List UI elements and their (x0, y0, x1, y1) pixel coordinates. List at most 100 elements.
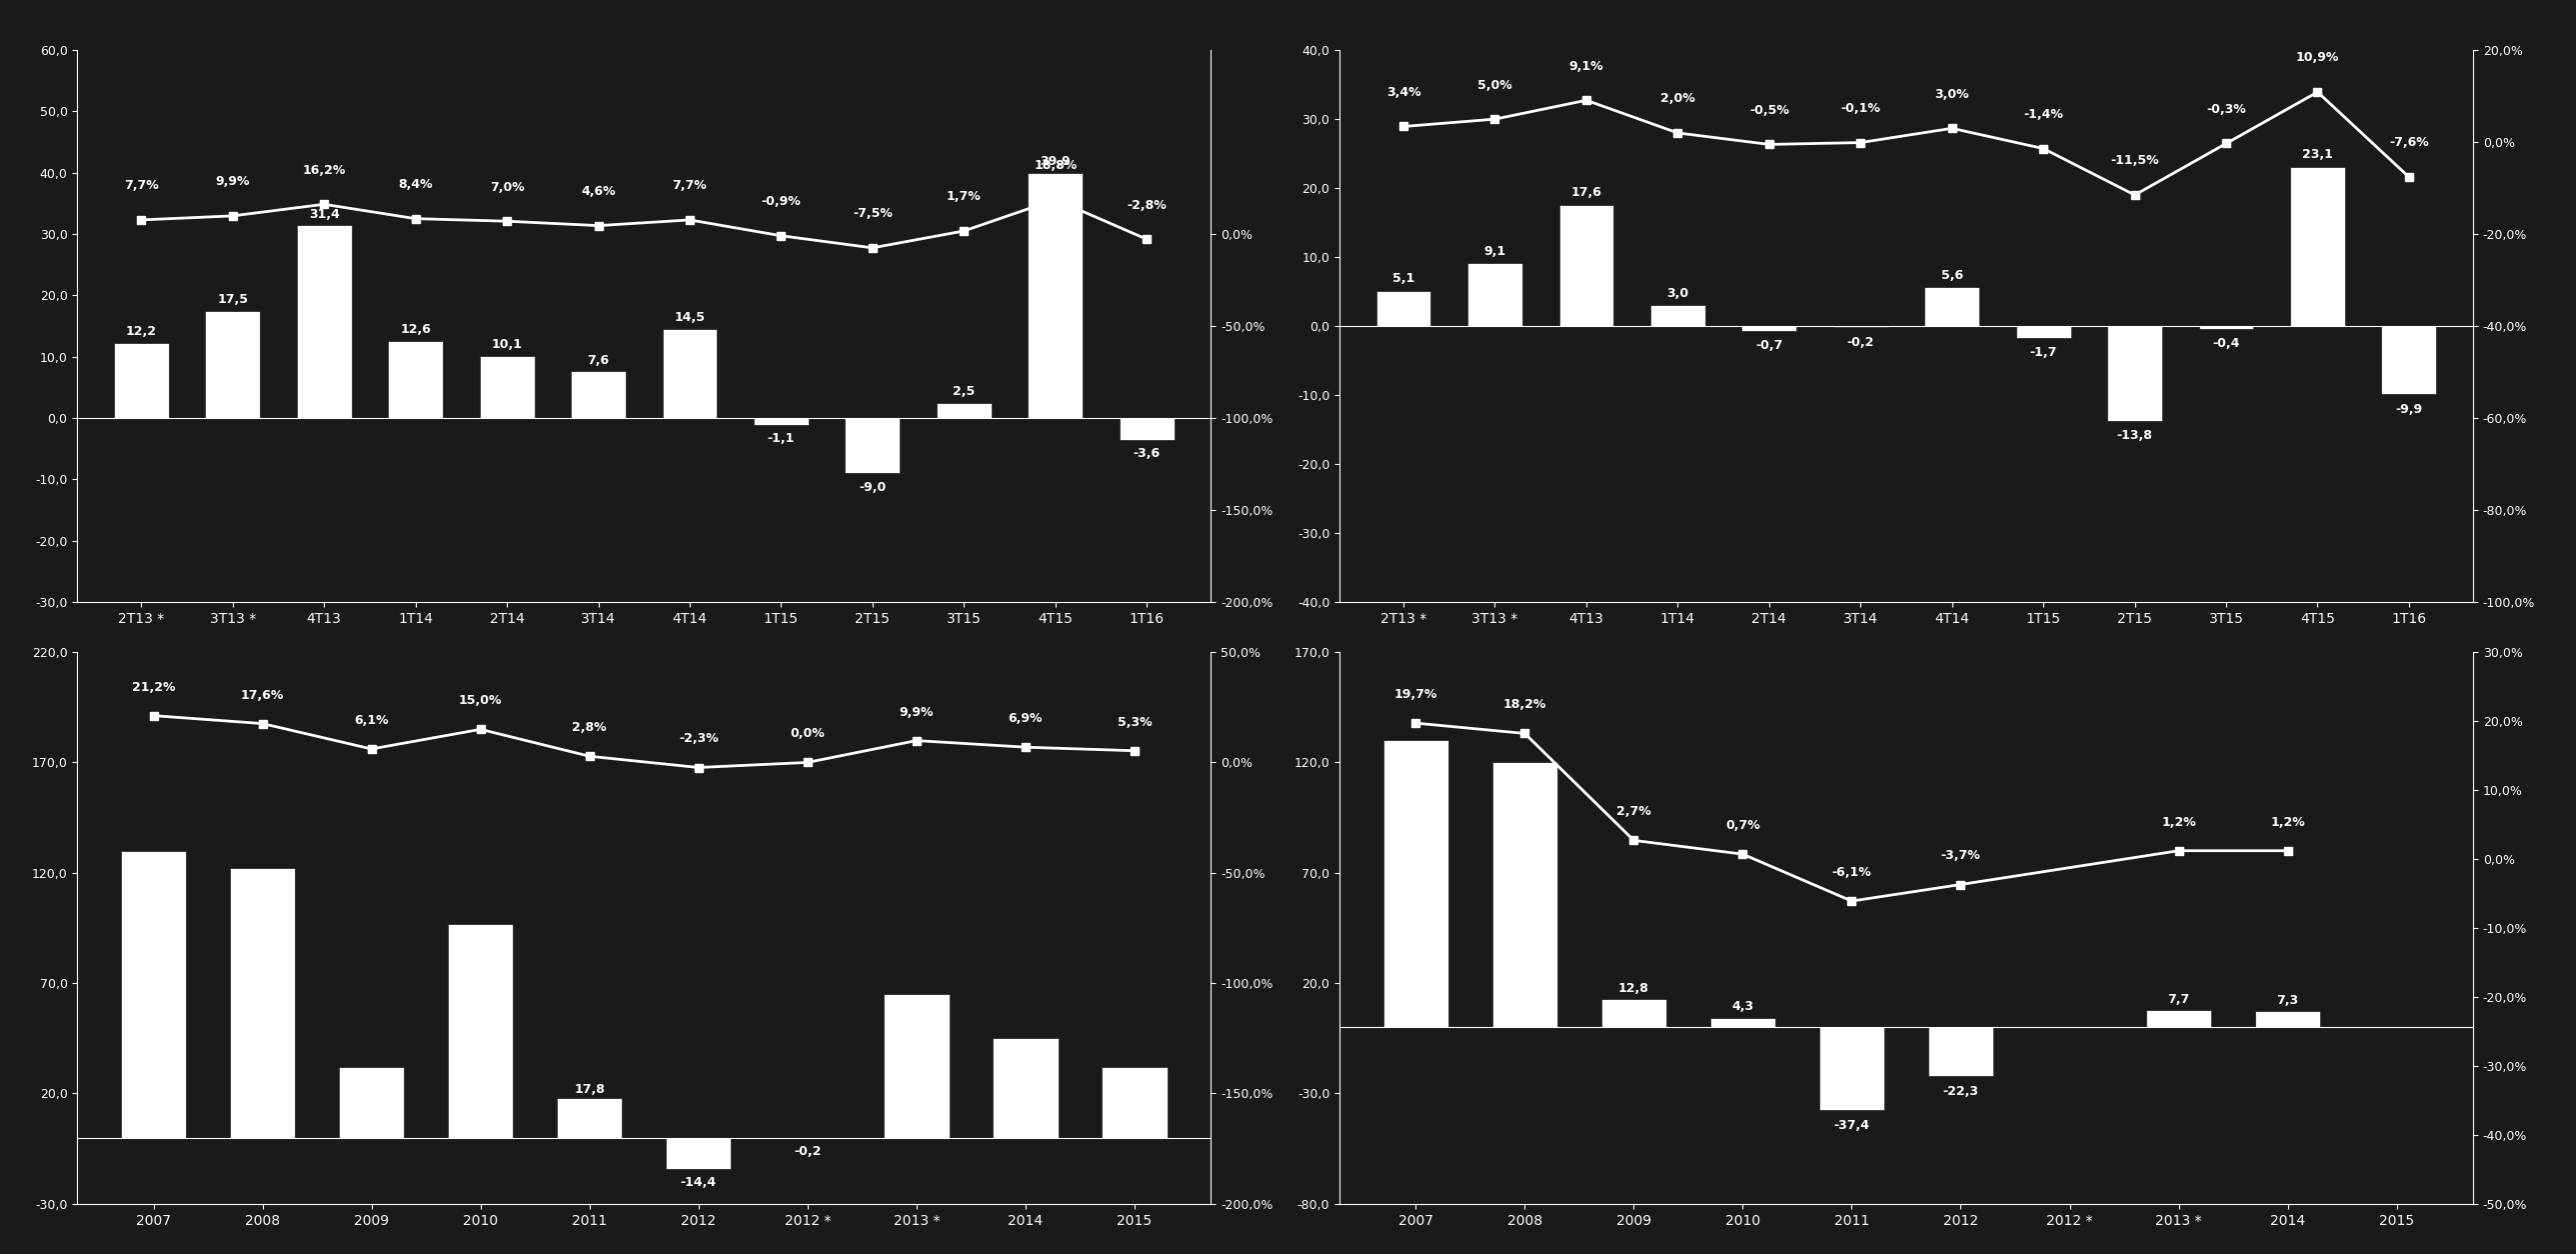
Text: 18,2%: 18,2% (1504, 698, 1546, 711)
Bar (479, 356, 533, 418)
Text: 7,7%: 7,7% (672, 179, 706, 192)
Bar (1558, 204, 1613, 326)
Text: 17,6%: 17,6% (242, 688, 283, 701)
Text: -37,4: -37,4 (1834, 1119, 1870, 1131)
Text: 10,9%: 10,9% (2295, 51, 2339, 64)
Text: 7,3: 7,3 (2277, 993, 2298, 1007)
Text: 18,8%: 18,8% (1033, 159, 1077, 172)
Text: -2,8%: -2,8% (1126, 198, 1167, 212)
Text: 23,1: 23,1 (2303, 148, 2334, 162)
Text: 3,0%: 3,0% (1935, 88, 1968, 100)
Text: 16,2%: 16,2% (301, 164, 345, 177)
Text: -7,5%: -7,5% (853, 207, 891, 221)
Bar (1924, 287, 1978, 326)
Text: -0,2: -0,2 (793, 1145, 822, 1157)
Bar (1602, 999, 1667, 1027)
Bar (1834, 326, 1888, 327)
Bar (296, 226, 350, 418)
Text: 9,9%: 9,9% (216, 176, 250, 188)
Bar (1468, 263, 1522, 326)
Text: 15,0%: 15,0% (459, 695, 502, 707)
Text: 1,7%: 1,7% (945, 191, 981, 203)
Text: 6,1%: 6,1% (355, 714, 389, 727)
Text: 7,7: 7,7 (2166, 993, 2190, 1006)
Text: -0,3%: -0,3% (2205, 103, 2246, 115)
Text: -0,1%: -0,1% (1842, 102, 1880, 115)
Text: 10,1: 10,1 (492, 339, 523, 351)
Bar (2254, 1011, 2321, 1027)
Text: 21,2%: 21,2% (131, 681, 175, 693)
Text: -1,1: -1,1 (768, 433, 796, 445)
Text: 7,7%: 7,7% (124, 179, 160, 192)
Text: -3,7%: -3,7% (1940, 849, 1981, 863)
Bar (1028, 173, 1082, 418)
Text: -22,3: -22,3 (1942, 1085, 1978, 1099)
Text: -0,7: -0,7 (1754, 339, 1783, 352)
Bar (1383, 740, 1448, 1027)
Bar (2290, 167, 2344, 326)
Text: -14,4: -14,4 (680, 1176, 716, 1189)
Text: 17,6: 17,6 (1571, 186, 1602, 199)
Text: 9,9%: 9,9% (899, 706, 933, 719)
Text: -0,2: -0,2 (1847, 336, 1875, 349)
Text: 5,6: 5,6 (1940, 268, 1963, 282)
Text: -9,9: -9,9 (2396, 403, 2421, 415)
Text: 2,0%: 2,0% (1662, 93, 1695, 105)
Text: -0,4: -0,4 (2213, 337, 2241, 350)
Text: 9,1: 9,1 (1484, 245, 1507, 258)
Bar (1819, 1027, 1886, 1110)
Text: 8,4%: 8,4% (399, 178, 433, 191)
Bar (2146, 1011, 2210, 1027)
Text: 12,2: 12,2 (126, 325, 157, 339)
Text: 6,9%: 6,9% (1007, 712, 1043, 725)
Text: -0,5%: -0,5% (1749, 104, 1790, 117)
Text: 31,4: 31,4 (309, 208, 340, 221)
Text: 9,1%: 9,1% (1569, 60, 1605, 73)
Bar (1927, 1027, 1994, 1076)
Bar (113, 344, 167, 418)
Bar (206, 311, 260, 418)
Bar (992, 1038, 1059, 1137)
Legend: EBITDA (em R$ milhões), Margem EBITDA: EBITDA (em R$ milhões), Margem EBITDA (446, 670, 842, 695)
Bar (662, 329, 716, 418)
Text: 17,5: 17,5 (216, 292, 247, 306)
Text: -7,6%: -7,6% (2388, 137, 2429, 149)
Text: 7,0%: 7,0% (489, 181, 526, 193)
Text: 5,1: 5,1 (1394, 272, 1414, 286)
Text: 12,6: 12,6 (399, 322, 430, 336)
Bar (1710, 1018, 1775, 1027)
Text: -2,3%: -2,3% (677, 732, 719, 745)
Text: 12,8: 12,8 (1618, 982, 1649, 994)
Text: -3,6: -3,6 (1133, 448, 1159, 460)
Bar (1651, 305, 1705, 326)
Text: 1,2%: 1,2% (2161, 815, 2197, 829)
Bar (1741, 326, 1795, 331)
Text: 0,7%: 0,7% (1726, 819, 1759, 833)
Text: 3,4%: 3,4% (1386, 85, 1422, 99)
Text: -1,4%: -1,4% (2022, 108, 2063, 120)
Bar (884, 994, 948, 1137)
Bar (556, 1099, 623, 1137)
Bar (2107, 326, 2161, 421)
Legend: Lucro Líquido (em R$ milhões), Margem Líquida: Lucro Líquido (em R$ milhões), Margem Lí… (1687, 668, 2125, 695)
Text: 2,8%: 2,8% (572, 721, 608, 734)
Bar (229, 868, 296, 1137)
Bar (2383, 326, 2437, 394)
Text: 7,6: 7,6 (587, 354, 611, 366)
Bar (938, 403, 992, 418)
Bar (1121, 418, 1175, 440)
Text: 39,9: 39,9 (1041, 155, 1072, 168)
Text: 4,3: 4,3 (1731, 1001, 1754, 1013)
Text: 2,7%: 2,7% (1615, 805, 1651, 819)
Text: 14,5: 14,5 (675, 311, 706, 325)
Text: -11,5%: -11,5% (2110, 154, 2159, 168)
Bar (1376, 291, 1430, 326)
Bar (1103, 1067, 1167, 1137)
Bar (2017, 326, 2071, 337)
Text: 17,8: 17,8 (574, 1083, 605, 1096)
Bar (448, 923, 513, 1137)
Text: -13,8: -13,8 (2117, 429, 2154, 443)
Bar (572, 371, 626, 418)
Text: 3,0: 3,0 (1667, 287, 1690, 300)
Bar (121, 850, 185, 1137)
